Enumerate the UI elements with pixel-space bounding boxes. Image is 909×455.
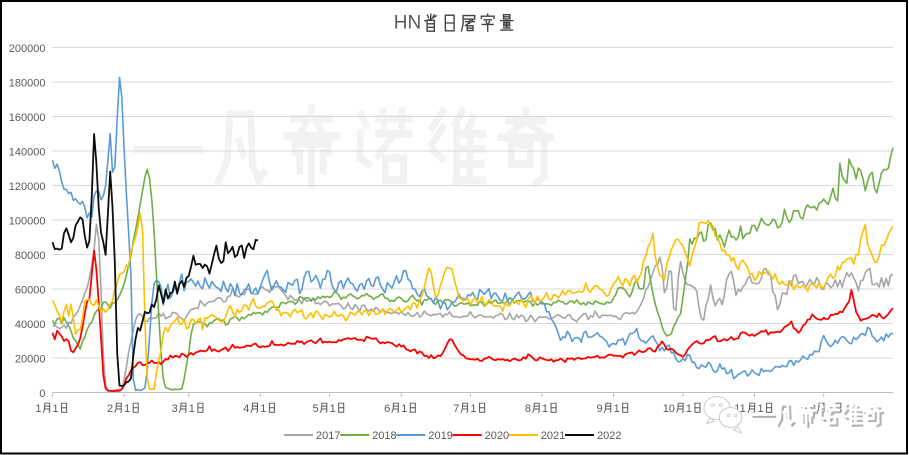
svg-text:1: 1 (401, 403, 407, 415)
svg-text:5: 5 (313, 403, 319, 415)
svg-text:1: 1 (53, 403, 59, 415)
svg-text:1: 1 (614, 403, 620, 415)
svg-text:2019: 2019 (428, 430, 452, 442)
svg-text:2021: 2021 (541, 430, 565, 442)
svg-text:120000: 120000 (9, 181, 46, 193)
svg-text:2: 2 (107, 403, 113, 415)
svg-text:11: 11 (734, 403, 745, 415)
svg-text:4: 4 (243, 403, 249, 415)
svg-text:0: 0 (39, 388, 45, 400)
svg-text:2018: 2018 (372, 430, 396, 442)
svg-text:9: 9 (597, 403, 603, 415)
svg-text:140000: 140000 (9, 147, 46, 159)
svg-text:20000: 20000 (15, 354, 46, 366)
svg-text:HN: HN (394, 13, 421, 34)
svg-text:1: 1 (470, 403, 476, 415)
svg-text:2022: 2022 (597, 430, 621, 442)
svg-text:80000: 80000 (15, 250, 46, 262)
svg-text:2020: 2020 (485, 430, 509, 442)
svg-text:8: 8 (525, 403, 531, 415)
svg-text:1: 1 (124, 403, 130, 415)
svg-text:60000: 60000 (15, 285, 46, 297)
svg-text:40000: 40000 (15, 319, 46, 331)
svg-text:2017: 2017 (316, 430, 340, 442)
svg-text:1: 1 (189, 403, 195, 415)
svg-text:1: 1 (330, 403, 336, 415)
svg-text:1: 1 (758, 403, 764, 415)
svg-text:180000: 180000 (9, 78, 46, 90)
svg-text:160000: 160000 (9, 112, 46, 124)
svg-text:1: 1 (686, 403, 692, 415)
svg-text:7: 7 (453, 403, 459, 415)
svg-text:1: 1 (260, 403, 266, 415)
svg-text:100000: 100000 (9, 216, 46, 228)
svg-text:1: 1 (542, 403, 548, 415)
svg-text:6: 6 (384, 403, 390, 415)
svg-text:3: 3 (172, 403, 178, 415)
svg-text:1: 1 (35, 403, 41, 415)
svg-text:200000: 200000 (9, 43, 46, 55)
svg-text:10: 10 (663, 403, 675, 415)
